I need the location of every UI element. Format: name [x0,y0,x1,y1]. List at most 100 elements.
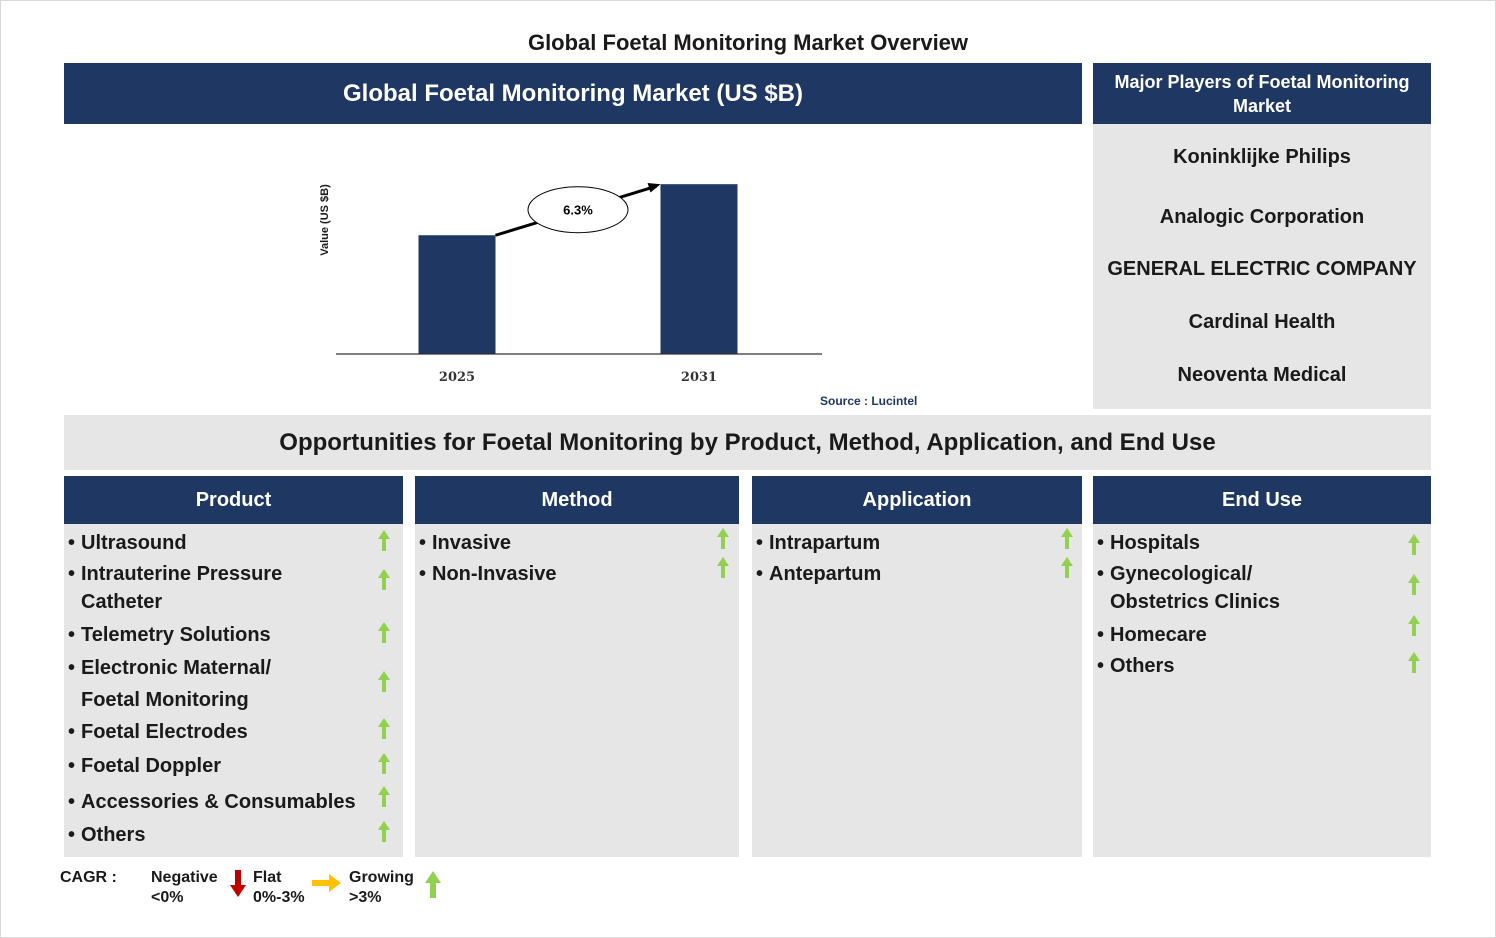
legend-label: CAGR : [60,869,117,886]
bullet: • [1097,532,1105,554]
bullet: • [68,532,76,554]
segment-item-label: Homecare [1110,624,1207,646]
bullet: • [1097,624,1105,646]
legend-growing-range: >3% [349,889,382,906]
segment-item: • Antepartum [756,560,881,588]
segment-item-label: Obstetrics Clinics [1110,591,1281,613]
segment-item-label: Hospitals [1110,532,1201,554]
bullet: • [756,532,764,554]
segment-item: • Foetal Doppler [68,752,221,780]
bullet: • [1097,563,1105,585]
up-arrow-icon [378,718,390,739]
segment-item: • Accessories & Consumables [68,788,356,816]
legend-negative-label: Negative [151,869,218,886]
legend-flat-label: Flat [253,869,282,886]
bullet: • [419,532,427,554]
segment-item: • Invasive [419,529,511,557]
segment-item-label: Antepartum [769,563,882,585]
segment-item-label: Gynecological/ [1110,563,1253,585]
bar-2025 [418,235,496,354]
bullet: • [419,563,427,585]
segment-panel: • Invasive • Non-Invasive [415,524,739,857]
segment-header: Product [64,476,403,524]
player-item: GENERAL ELECTRIC COMPANY [1107,258,1417,280]
player-item: Neoventa Medical [1177,364,1347,386]
segment-item-label: Foetal Monitoring [81,689,249,711]
up-arrow-icon [378,569,390,590]
segment-item: • Others [1097,652,1174,680]
up-arrow-icon [717,557,729,578]
bullet: • [68,791,76,813]
segment-item: • Electronic Maternal/Foetal Monitoring [68,652,271,716]
segment-item-label: Others [81,824,146,846]
segment-item-label: Invasive [432,532,511,554]
bullet: • [68,563,76,585]
segment-header: Application [752,476,1082,524]
legend-negative: Negative <0% [151,868,218,908]
up-arrow-icon [378,671,390,692]
segment-item-label: Electronic Maternal/ [81,657,272,679]
up-arrow-icon [1408,652,1420,673]
segment-item-label: Accessories & Consumables [81,791,356,813]
segment-item-label: Intrauterine Pressure [81,563,283,585]
legend-negative-range: <0% [151,889,184,906]
player-item: Analogic Corporation [1159,206,1365,228]
x-tick-label: 2025 [439,370,475,385]
player-item: Koninklijke Philips [1173,146,1351,168]
segment-item-label: Foetal Doppler [81,755,222,777]
y-axis-label: Value (US $B) [319,184,331,256]
segment-header: End Use [1093,476,1431,524]
segment-panel: • Ultrasound • Intrauterine Pressure Cathete… [64,524,403,857]
up-arrow-icon [378,622,390,643]
legend-flat: Flat 0%-3% [253,868,305,908]
segment-item: • Non-Invasive [419,560,556,588]
up-arrow-icon [378,530,390,551]
up-arrow-icon [378,821,390,842]
segment-item: • Telemetry Solutions [68,621,271,649]
bullet: • [1097,655,1105,677]
segment-panel: • Intrapartum • Antepartum [752,524,1082,857]
up-arrow-icon [1061,528,1073,549]
segment-item-label: Catheter [81,591,163,613]
legend-growing-label: Growing [349,869,414,886]
segment-header: Method [415,476,739,524]
x-tick-label: 2031 [681,370,717,385]
source-label: Source : Lucintel [820,394,917,408]
players-header: Major Players of Foetal Monitoring Marke… [1093,63,1431,124]
up-arrow-icon [1408,534,1420,555]
bullet: • [68,657,76,679]
players-panel: Koninklijke Philips Analogic Corporation G… [1093,124,1431,409]
up-arrow-icon [1061,557,1073,578]
player-item: Cardinal Health [1188,311,1336,333]
segment-item: • Hospitals [1097,529,1200,557]
down-arrow-icon [230,870,246,897]
up-arrow-icon [1408,574,1420,595]
right-arrow-icon [312,874,341,892]
bullet: • [68,721,76,743]
bullet: • [68,824,76,846]
segment-item: • Gynecological/Obstetrics Clinics [1097,560,1280,616]
bar-2031 [660,184,738,354]
up-arrow-icon [425,871,441,898]
legend-growing: Growing >3% [349,868,414,908]
opportunities-title: Opportunities for Foetal Monitoring by P… [64,415,1431,470]
bullet: • [756,563,764,585]
segment-item-label: Intrapartum [769,532,881,554]
chart-header: Global Foetal Monitoring Market (US $B) [64,63,1082,124]
cagr-arrow-head [647,182,661,193]
bar-chart: Value (US $B) 2025 2031 6.3% Source : Luc… [319,182,917,408]
bullet: • [68,755,76,777]
up-arrow-icon [378,753,390,774]
segment-item-label: Telemetry Solutions [81,624,271,646]
segment-item: • Ultrasound [68,529,187,557]
page-title: Global Foetal Monitoring Market Overview [527,30,969,55]
segment-item: • Intrauterine Pressure Catheter [68,560,282,616]
bullet: • [68,624,76,646]
up-arrow-icon [1408,615,1420,636]
segment-panel: • Hospitals • Gynecological/Obstetrics Clin… [1093,524,1431,857]
legend-flat-range: 0%-3% [253,889,305,906]
segment-item: • Foetal Electrodes [68,718,248,746]
segment-item-label: Foetal Electrodes [81,721,248,743]
segment-item-label: Ultrasound [81,532,187,554]
segment-item: • Others [68,821,145,849]
